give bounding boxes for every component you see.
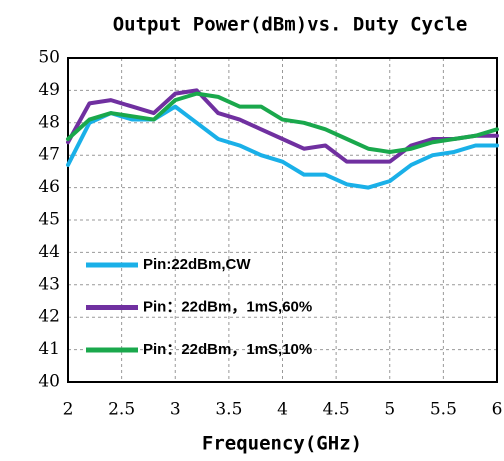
x-tick-label: 5 (384, 400, 395, 420)
chart-title: Output Power(dBm)vs. Duty Cycle (113, 14, 468, 36)
plot-frame (67, 57, 498, 383)
x-tick-label: 2.5 (108, 400, 135, 420)
series-line (66, 91, 499, 154)
y-tick-label: 44 (38, 242, 60, 262)
y-tick-label: 50 (38, 48, 60, 68)
y-tick-label: 45 (38, 210, 60, 230)
y-tick-label: 42 (38, 307, 60, 327)
y-tick-label: 40 (38, 372, 60, 392)
legend-label: Pin：22dBm，1mS,10% (143, 341, 312, 358)
legend-label: Pin:22dBm,CW (143, 256, 251, 273)
x-tick-label: 5.5 (430, 400, 457, 420)
series-line (66, 88, 499, 164)
x-tick-label: 4 (277, 400, 288, 420)
y-tick-label: 47 (38, 145, 60, 165)
y-tick-label: 49 (38, 80, 60, 100)
x-tick-label: 3 (170, 400, 181, 420)
y-tick-label: 43 (38, 274, 60, 294)
x-tick-label: 3.5 (215, 400, 242, 420)
x-tick-label: 6 (492, 400, 503, 420)
x-axis-label: Frequency(GHz) (202, 433, 362, 455)
series-line (66, 104, 499, 190)
y-tick-label: 41 (38, 339, 60, 359)
y-tick-label: 46 (38, 177, 60, 197)
legend-label: Pin：22dBm，1mS,60% (143, 298, 312, 315)
x-tick-label: 4.5 (323, 400, 350, 420)
y-tick-label: 48 (38, 112, 60, 132)
x-tick-label: 2 (63, 400, 74, 420)
